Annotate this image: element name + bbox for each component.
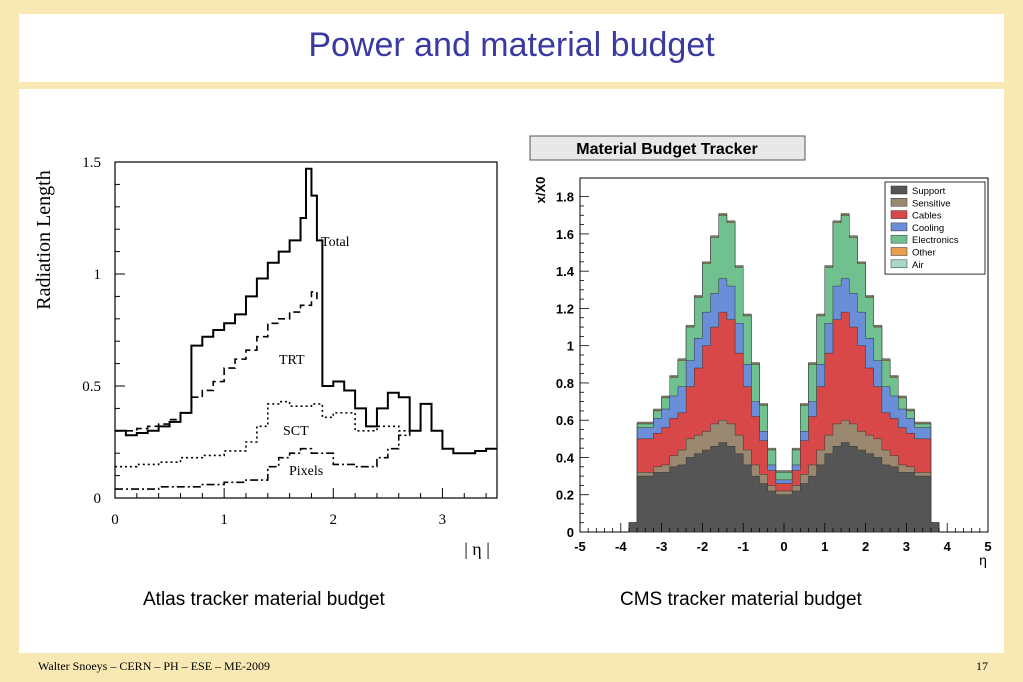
cms-legend-label: Air: [912, 260, 924, 271]
page-number: 17: [976, 659, 988, 673]
atlas-series-label-trt: TRT: [279, 353, 305, 368]
cms-y-tick-label: 1.2: [556, 301, 574, 316]
cms-plot: [579, 177, 989, 533]
cms-xlabel: η: [979, 552, 987, 568]
cms-legend-label: Support: [912, 186, 946, 197]
cms-x-tick-label: -2: [697, 539, 709, 554]
atlas-xlabel: | η |: [464, 539, 490, 559]
atlas-y-tick-label: 0.5: [82, 379, 101, 395]
cms-ylabel: x/X0: [533, 177, 548, 204]
cms-legend-swatch: [890, 259, 908, 269]
atlas-x-tick-label: 3: [439, 512, 447, 528]
cms-y-tick-label: 0.8: [556, 376, 574, 391]
atlas-axes: [114, 161, 498, 499]
page-title: Power and material budget: [308, 26, 715, 64]
atlas-y-tick-label: 0: [94, 491, 102, 507]
atlas-series-label-pixels: Pixels: [289, 464, 323, 479]
cms-x-tick-label: 4: [944, 539, 952, 554]
cms-title-box: [529, 135, 806, 161]
cms-x-tick-label: 1: [821, 539, 828, 554]
footer-text: Walter Snoeys – CERN – PH – ESE – ME-200…: [38, 659, 271, 673]
atlas-series-pixels: [115, 430, 411, 490]
atlas-ylabel: Radiation Length: [33, 170, 55, 309]
atlas-frame: [114, 161, 498, 499]
atlas-lines: [115, 167, 497, 490]
cms-legend-label: Electronics: [912, 235, 959, 246]
cms-x-tick-label: -4: [615, 539, 627, 554]
atlas-series-label-total: Total: [321, 235, 350, 250]
cms-legend-swatch: [890, 185, 908, 195]
cms-area-support: [628, 442, 940, 533]
atlas-series-sct: [115, 400, 410, 468]
cms-y-tick-label: 1.4: [556, 264, 575, 279]
cms-y-tick-label: 1.8: [556, 190, 574, 205]
atlas-x-tick-label: 1: [220, 512, 228, 528]
cms-legend-swatch: [890, 222, 908, 232]
cms-legend-label: Cables: [912, 211, 942, 222]
cms-y-tick-label: 1: [567, 339, 574, 354]
cms-y-tick-label: 0: [567, 525, 574, 540]
atlas-ticks: 0 1 2 3 0 0.5 1 1.5: [82, 155, 487, 528]
cms-title: Material Budget Tracker: [576, 141, 757, 158]
atlas-y-tick-label: 1: [94, 267, 102, 283]
atlas-series-total: [115, 167, 497, 455]
cms-x-tick-label: 0: [780, 539, 787, 554]
atlas-x-tick-label: 0: [111, 512, 119, 528]
cms-legend-swatch: [890, 210, 908, 219]
atlas-y-tick-label: 1.5: [82, 155, 101, 171]
cms-legend-swatch: [890, 234, 908, 244]
cms-y-tick-label: 1.6: [556, 227, 574, 242]
cms-x-tick-label: 2: [862, 539, 869, 554]
cms-x-tick-label: -5: [574, 539, 586, 554]
atlas-series-trt: [115, 291, 318, 432]
cms-x-tick-label: 5: [984, 539, 991, 554]
cms-ticks: -5 -4 -3 -2 -1 0 1 2 3 4 5 0 0.2 0.4 0.6 0.8 1 1.2 1.4 1.6 1…: [556, 190, 992, 554]
cms-legend-swatch: [890, 247, 908, 256]
caption-right: CMS tracker material budget: [620, 589, 862, 610]
cms-chart: Material Budget Tracker -5 -4 -3 -2 -1 0 1 2 3 4 5…: [529, 135, 992, 568]
caption-left: Atlas tracker material budget: [143, 589, 385, 610]
cms-legend-label: Cooling: [912, 223, 944, 234]
cms-y-tick-label: 0.4: [556, 450, 575, 465]
cms-x-tick-label: 3: [903, 539, 910, 554]
cms-legend-swatch: [890, 198, 908, 207]
title-panel: Power and material budget: [19, 14, 1004, 82]
cms-x-tick-label: -1: [737, 539, 749, 554]
cms-legend-label: Other: [912, 248, 936, 259]
atlas-x-tick-label: 2: [330, 512, 338, 528]
atlas-chart: 0 1 2 3 0 0.5 1 1.5 Radiation Length | η | Tota…: [33, 155, 498, 559]
cms-y-tick-label: 0.2: [556, 488, 574, 503]
cms-x-tick-label: -3: [656, 539, 668, 554]
cms-y-tick-label: 0.6: [556, 413, 574, 428]
cms-legend-label: Sensitive: [912, 198, 951, 209]
atlas-series-label-sct: SCT: [283, 424, 309, 439]
